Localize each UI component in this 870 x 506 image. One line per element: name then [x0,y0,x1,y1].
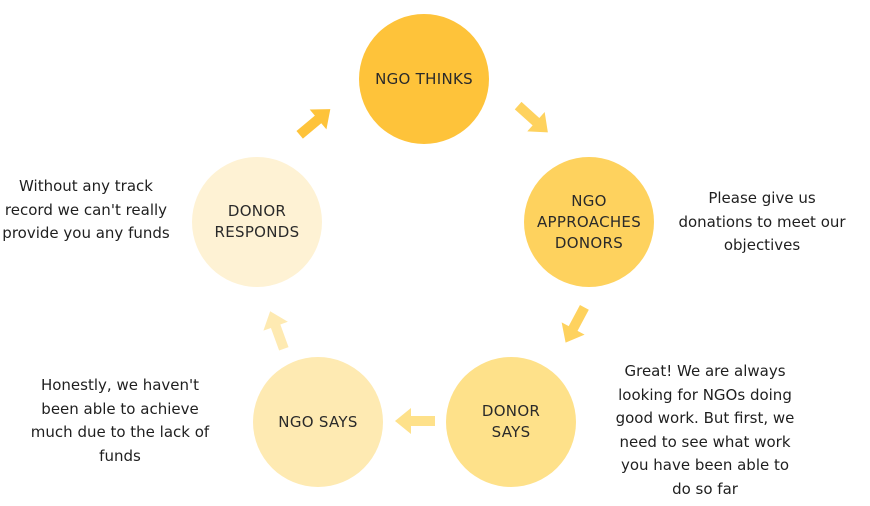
arrow-donor-says-to-ngo-says [395,408,435,434]
arrow-thinks-to-approaches [514,101,548,133]
node-ngo-thinks-label: NGO THINKS [375,69,473,88]
node-donor-says-label: DONOR SAYS [481,402,541,441]
note-donor-says: Great! We are always looking for NGOs do… [615,362,795,498]
node-ngo-thinks: NGO THINKS [359,14,489,144]
note-donor-responds: Without any track record we can't really… [2,177,170,242]
node-donor-says: DONOR SAYS [446,357,576,487]
arrow-approaches-to-donor-says [561,304,589,343]
node-ngo-says: NGO SAYS [253,357,383,487]
node-donor-responds: DONOR RESPONDS [192,157,322,287]
note-ngo-says: Honestly, we haven't been able to achiev… [30,376,210,465]
node-donor-responds-label: DONOR RESPONDS [214,202,300,241]
node-ngo-approaches-label: NGO APPROACHES DONORS [536,191,642,252]
arrow-donor-responds-to-thinks [296,109,331,139]
node-ngo-approaches-donors: NGO APPROACHES DONORS [524,157,654,287]
note-ngo-approaches: Please give us donations to meet our obj… [678,189,846,254]
node-ngo-says-label: NGO SAYS [278,412,358,431]
arrow-ngo-says-to-donor-responds [263,311,289,351]
